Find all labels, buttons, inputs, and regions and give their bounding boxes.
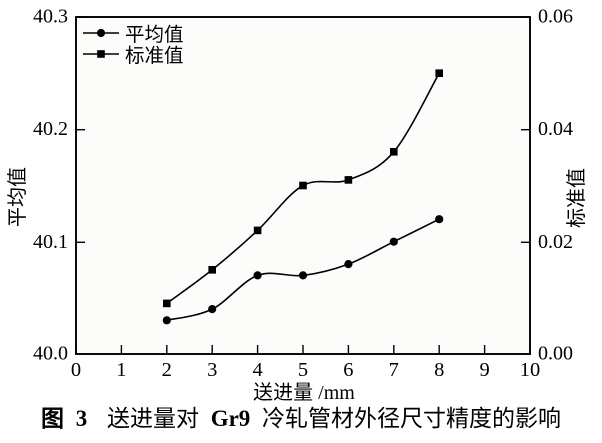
svg-text:1: 1	[116, 359, 126, 381]
svg-text:9: 9	[479, 359, 489, 381]
svg-text:平均值: 平均值	[125, 24, 184, 46]
svg-text:标准值: 标准值	[565, 168, 588, 228]
svg-text:0.02: 0.02	[538, 231, 573, 253]
svg-text:0: 0	[71, 359, 81, 381]
svg-text:7: 7	[389, 359, 399, 381]
svg-text:送进量 /mm: 送进量 /mm	[253, 381, 355, 404]
svg-text:40.0: 40.0	[33, 343, 68, 365]
svg-text:8: 8	[434, 359, 444, 381]
svg-text:40.3: 40.3	[33, 6, 68, 28]
svg-text:平均值: 平均值	[6, 167, 29, 227]
svg-text:0.04: 0.04	[538, 118, 573, 140]
svg-text:图 3 送进量对 Gr9 冷: 图 3 送进量对 Gr9 冷轧管材外径尺寸精度的影响	[41, 405, 561, 431]
svg-text:2: 2	[162, 359, 172, 381]
svg-text:6: 6	[343, 359, 353, 381]
svg-text:5: 5	[298, 359, 308, 381]
svg-text:0.06: 0.06	[538, 6, 573, 28]
svg-text:标准值: 标准值	[125, 45, 184, 67]
svg-text:0.00: 0.00	[538, 343, 573, 365]
svg-text:40.1: 40.1	[33, 231, 68, 253]
svg-text:3: 3	[207, 359, 217, 381]
svg-text:4: 4	[252, 359, 262, 381]
svg-text:40.2: 40.2	[33, 118, 68, 140]
